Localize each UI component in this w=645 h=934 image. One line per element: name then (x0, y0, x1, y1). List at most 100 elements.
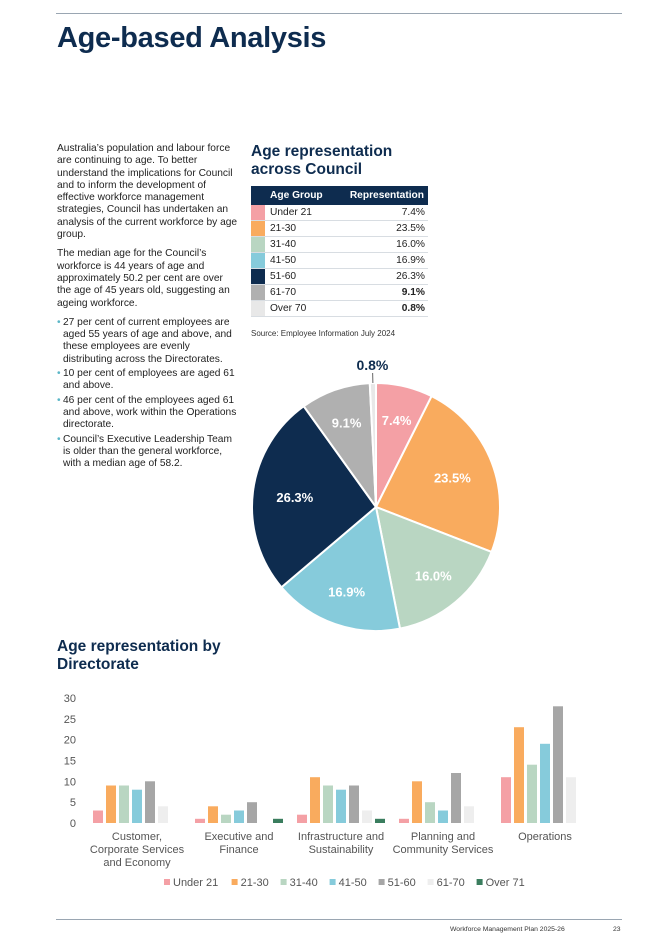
legend-swatch (231, 879, 238, 885)
x-category-label: Corporate Services (90, 844, 185, 856)
bar (566, 777, 576, 823)
x-category-label: Planning and (411, 831, 475, 843)
bottom-rule (56, 919, 622, 920)
x-category-label: Customer, (112, 831, 162, 843)
table-header-row: Age Group Representation (251, 186, 428, 205)
table-row: 41-50 16.9% (251, 252, 428, 269)
bullet-icon: • (57, 316, 61, 328)
legend-label: Over 71 (486, 877, 525, 889)
age-group-cell: 41-50 (265, 252, 335, 269)
bar (464, 806, 474, 823)
bar (273, 818, 283, 823)
x-category-label: and Economy (103, 857, 171, 869)
directorate-section-heading: Age representation by Directorate (57, 638, 221, 674)
source-note: Source: Employee Information July 2024 (251, 329, 396, 338)
bar (297, 814, 307, 823)
bar (412, 781, 422, 823)
representation-cell: 16.9% (334, 252, 428, 269)
x-category-label: Infrastructure and (298, 831, 384, 843)
bullet-item: • 10 per cent of employees are aged 61 an… (57, 368, 239, 393)
color-swatch (251, 268, 265, 285)
bar (145, 781, 155, 823)
legend-label: 21-30 (241, 877, 269, 889)
representation-cell: 0.8% (334, 300, 428, 317)
legend-label: Under 21 (173, 877, 218, 889)
directorate-bar-chart: 0 5 10 15 20 25 30 Customer,Corporate Servicesa… (64, 693, 576, 889)
bar (527, 764, 537, 823)
top-rule (56, 13, 622, 14)
bar (310, 777, 320, 823)
table-body: Under 21 7.4% 21-30 23.5% 31-40 16.0% 41-50 16.… (251, 205, 428, 317)
bar (438, 810, 448, 823)
legend-swatch (476, 879, 483, 885)
intro-paragraph: The median age for the Council’s workfor… (57, 248, 230, 309)
color-swatch (251, 220, 265, 237)
age-group-cell: 21-30 (265, 220, 335, 237)
legend-swatch (427, 879, 434, 885)
age-group-cell: Over 70 (265, 300, 335, 317)
bar (221, 814, 231, 823)
pie-slice (374, 394, 502, 554)
legend-label: 31-40 (290, 877, 318, 889)
bar (323, 785, 333, 823)
table-row: 21-30 23.5% (251, 220, 428, 237)
bar (362, 810, 372, 823)
table-row: 61-70 9.1% (251, 284, 428, 301)
bar (501, 777, 511, 823)
page-number: 23 (613, 926, 621, 933)
representation-cell: 7.4% (334, 205, 428, 221)
bar (451, 773, 461, 823)
heading-line: Directorate (57, 656, 139, 673)
pie-label: 26.3% (276, 490, 313, 505)
bar (553, 706, 563, 823)
bar (399, 818, 409, 823)
bullet-text: 10 per cent of employees are aged 61 and… (63, 368, 235, 392)
pie-label: 16.0% (415, 568, 452, 583)
heading-line: Age representation by (57, 638, 221, 655)
bullet-icon: • (57, 368, 61, 380)
pie-label: 7.4% (382, 413, 412, 428)
y-tick-label: 20 (64, 735, 76, 747)
bar (132, 789, 142, 823)
bullet-item: • Council’s Executive Leadership Team is … (57, 434, 239, 471)
pie-label: 23.5% (434, 471, 471, 486)
color-swatch (251, 252, 265, 269)
pie-label: 0.8% (356, 357, 388, 373)
x-category-label: Sustainability (309, 844, 374, 856)
legend-label: 61-70 (437, 877, 465, 889)
heading-line: across Council (251, 161, 363, 178)
bullet-item: • 46 per cent of the employees aged 61 an… (57, 395, 239, 432)
representation-cell: 23.5% (334, 220, 428, 237)
pie-slice (280, 505, 402, 632)
x-category-label: Community Services (393, 844, 494, 856)
pie-slice (251, 404, 378, 589)
color-swatch (251, 284, 265, 301)
legend-label: 41-50 (339, 877, 367, 889)
column-header-age-group: Age Group (251, 186, 335, 205)
age-representation-table: Age Group Representation Under 21 7.4% 21-… (251, 186, 428, 317)
legend-swatch (378, 879, 385, 885)
bullet-text: 46 per cent of the employees aged 61 and… (63, 394, 237, 431)
bullet-text: 27 per cent of current employees are age… (63, 316, 232, 365)
bar (234, 810, 244, 823)
y-tick-label: 10 (64, 776, 76, 788)
representation-cell: 26.3% (334, 268, 428, 285)
age-group-cell: Under 21 (265, 205, 335, 221)
footer-doc-title: Workforce Management Plan 2025-26 (450, 926, 565, 933)
pie-label: 9.1% (332, 416, 362, 431)
bullet-text: Council’s Executive Leadership Team is o… (63, 433, 232, 470)
council-section-heading: Age representation across Council (251, 143, 392, 179)
intro-bullet-list: • 27 per cent of current employees are ag… (57, 317, 239, 471)
bullet-icon: • (57, 433, 61, 445)
color-swatch (251, 300, 265, 317)
legend-label: 51-60 (388, 877, 416, 889)
bar (93, 810, 103, 823)
bar (119, 785, 129, 823)
color-swatch (251, 236, 265, 253)
y-tick-label: 0 (70, 818, 76, 830)
bar (514, 727, 524, 823)
legend-swatch (164, 879, 170, 885)
age-group-cell: 51-60 (265, 268, 335, 285)
table-row: 31-40 16.0% (251, 236, 428, 253)
intro-paragraph: Australia’s population and labour force … (57, 143, 238, 241)
